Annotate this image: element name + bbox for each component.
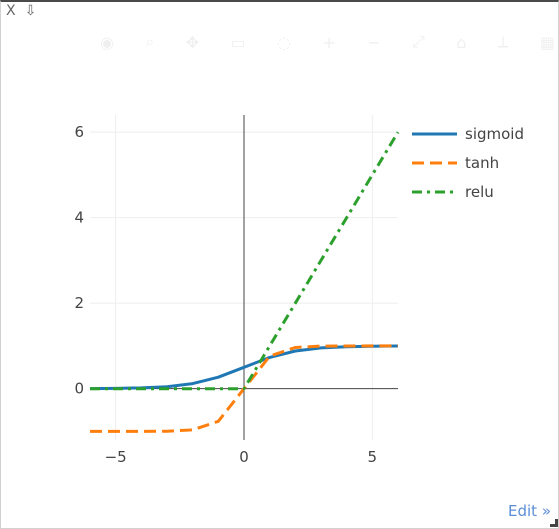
lasso-icon[interactable]: ◌ — [277, 32, 291, 52]
legend-label: relu — [465, 183, 494, 201]
series-line-relu — [90, 131, 400, 391]
modebar: ◉ ⌕ ✥ ▭ ◌ + − ⤢ ⌂ ⟂ ▦ — [100, 28, 555, 56]
close-icon[interactable]: X — [6, 3, 16, 19]
plotly-logo-icon[interactable]: ▦ — [539, 32, 555, 52]
axes — [90, 115, 398, 440]
tick-labels: −5 0 5 0 2 4 6 — [74, 123, 377, 466]
x-tick-label: 0 — [239, 448, 249, 466]
y-tick-label: 0 — [74, 380, 84, 398]
reset-icon[interactable]: ⌂ — [456, 32, 467, 52]
edit-link[interactable]: Edit » — [508, 502, 551, 520]
select-icon[interactable]: ▭ — [230, 32, 246, 52]
x-tick-label: −5 — [105, 448, 127, 466]
y-tick-label: 6 — [74, 123, 84, 141]
legend-item-sigmoid[interactable]: sigmoid — [412, 125, 524, 143]
zoom-out-icon[interactable]: − — [367, 32, 381, 52]
zoom-in-icon[interactable]: + — [322, 32, 336, 52]
autoscale-icon[interactable]: ⤢ — [411, 32, 425, 51]
legend-label: sigmoid — [465, 125, 524, 143]
legend: sigmoid tanh relu — [412, 125, 524, 201]
legend-label: tanh — [465, 154, 499, 172]
spike-icon[interactable]: ⟂ — [497, 32, 509, 51]
resize-handle[interactable] — [550, 519, 558, 527]
pan-icon[interactable]: ✥ — [185, 32, 200, 52]
download-icon[interactable]: ⇩ — [24, 3, 37, 19]
window-controls: X ⇩ — [6, 3, 36, 19]
zoom-icon[interactable]: ⌕ — [145, 32, 155, 51]
camera-icon[interactable]: ◉ — [100, 32, 114, 52]
y-tick-label: 4 — [74, 209, 84, 227]
y-tick-label: 2 — [74, 294, 84, 312]
legend-item-relu[interactable]: relu — [412, 183, 494, 201]
x-tick-label: 5 — [368, 448, 378, 466]
legend-item-tanh[interactable]: tanh — [412, 154, 499, 172]
series-lines — [89, 131, 400, 433]
